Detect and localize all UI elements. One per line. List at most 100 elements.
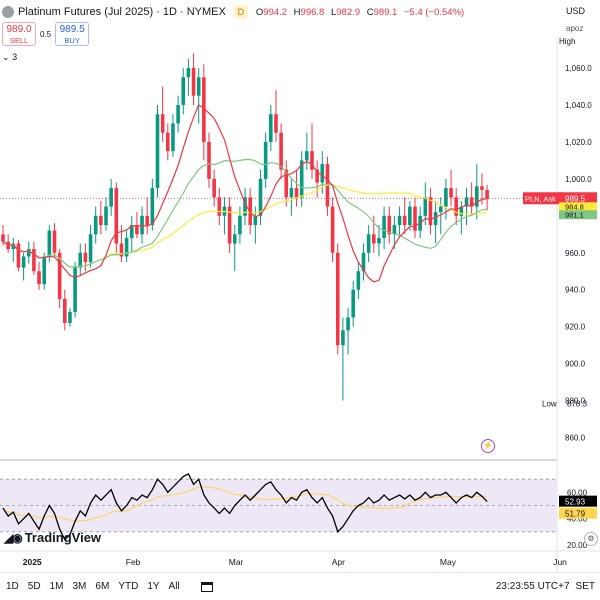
price-tick-label: 960.0 — [565, 249, 586, 258]
ohlc-high-label: H — [293, 6, 301, 18]
price-tag-label: PLN, Ask — [525, 194, 556, 203]
ma-label-bg — [559, 202, 597, 212]
currency-selector[interactable]: USD — [566, 6, 586, 16]
price-tick-label: 940.0 — [565, 286, 586, 295]
time-tick-label: May — [440, 557, 457, 567]
price-tick-label: 860.0 — [565, 434, 586, 443]
calendar-icon[interactable] — [200, 581, 213, 592]
range-1y-button[interactable]: 1Y — [147, 581, 160, 592]
price-tick-label: 880.0 — [565, 397, 586, 406]
price-tick-label: 920.0 — [565, 323, 586, 332]
ma-value-label: 981.1 — [565, 210, 584, 219]
candle-body — [104, 206, 108, 226]
time-tick-label: Feb — [126, 557, 141, 567]
chart-header: Platinum Futures (Jul 2025) · 1D · NYMEX… — [0, 0, 560, 68]
candle-body — [135, 225, 139, 235]
rsi-ma-value-label: 51.79 — [565, 510, 586, 519]
candle-body — [83, 252, 88, 263]
ohlc-close-label: C — [366, 6, 374, 18]
candle-body — [63, 298, 67, 323]
candle-body — [42, 256, 46, 285]
range-ytd-button[interactable]: YTD — [118, 581, 139, 592]
time-tick-label: 2025 — [23, 557, 42, 567]
candle-body — [176, 104, 180, 124]
price-tag-label-bg — [523, 192, 563, 205]
candle-body — [171, 123, 175, 152]
candle-body — [284, 169, 289, 198]
timeframe-badge[interactable]: D — [233, 5, 248, 19]
candle-body — [191, 68, 196, 96]
candle-body — [181, 77, 186, 105]
candle-body — [387, 215, 392, 235]
price-chart[interactable]: 1,060.01,040.01,020.01,000.0980.0960.094… — [0, 0, 600, 572]
tradingview-logo[interactable]: ◢◉ TradingView — [4, 530, 101, 545]
sell-button[interactable]: 989.0 SELL — [2, 22, 36, 46]
candle-body — [73, 267, 77, 312]
symbol-title-row: Platinum Futures (Jul 2025) · 1D · NYMEX… — [2, 4, 468, 20]
chevron-down-icon: ⌄ — [2, 52, 10, 62]
rsi-tick-label: 60.00 — [567, 488, 588, 497]
indicators-count: 3 — [12, 52, 18, 62]
candle-body — [227, 206, 232, 244]
candle-body — [248, 197, 252, 226]
rsi-value-label: 52.93 — [565, 498, 586, 507]
range-5d-button[interactable]: 5D — [27, 581, 41, 592]
candle-body — [1, 234, 5, 242]
candle-body — [47, 230, 52, 257]
price-tick-label: 900.0 — [565, 360, 586, 369]
buy-button[interactable]: 989.5 BUY — [55, 22, 90, 46]
candle-body — [469, 197, 474, 207]
candle-body — [464, 197, 469, 207]
range-all-button[interactable]: All — [168, 581, 180, 592]
candle-body — [124, 237, 129, 257]
range-1m-button[interactable]: 1M — [49, 581, 64, 592]
candle-body — [485, 189, 489, 200]
candle-body — [88, 234, 93, 263]
candle-body — [444, 188, 448, 207]
flash-icon[interactable]: ⚡ — [481, 439, 495, 453]
indicators-toggle[interactable]: ⌄ 3 — [2, 52, 17, 63]
high-label: High — [559, 37, 575, 46]
rsi-ma-value-bg — [559, 507, 597, 519]
candle-body — [480, 186, 484, 190]
candle-body — [372, 234, 376, 244]
candle-body — [438, 206, 443, 213]
candle-body — [212, 178, 216, 198]
range-3m-button[interactable]: 3M — [72, 581, 87, 592]
candle-body — [315, 169, 319, 183]
candle-body — [341, 330, 345, 346]
candle-body — [335, 252, 340, 346]
candle-body — [263, 141, 268, 179]
candle-body — [238, 215, 242, 235]
time-tick-label: Jun — [553, 557, 567, 567]
range-1d-button[interactable]: 1D — [6, 581, 19, 592]
ma-label-bg — [559, 210, 597, 220]
scale-mode[interactable]: apoz — [566, 24, 584, 33]
candle-body — [361, 252, 366, 272]
candle-body — [129, 225, 134, 238]
rsi-tick-label: 20.00 — [567, 541, 588, 550]
symbol-title[interactable]: Platinum Futures (Jul 2025) · 1D · NYMEX — [18, 6, 226, 18]
candle-body — [258, 178, 263, 216]
price-tick-label: 1,060.0 — [565, 64, 592, 73]
candle-body — [99, 215, 103, 226]
symbol-icon — [2, 6, 14, 18]
candle-body — [269, 114, 273, 142]
candle-body — [310, 151, 314, 170]
settings-icon[interactable]: ⚙ — [584, 532, 598, 546]
spread-value: 0.5 — [40, 29, 52, 39]
candle-body — [413, 206, 417, 231]
session-adjust-button[interactable]: SET — [575, 581, 595, 592]
candle-body — [320, 164, 325, 183]
candle-body — [145, 215, 149, 226]
range-6m-button[interactable]: 6M — [95, 581, 110, 592]
candle-body — [408, 206, 412, 226]
candle-body — [274, 114, 278, 133]
candle-body — [57, 252, 62, 299]
price-tag-value-bg — [559, 192, 597, 205]
candle-body — [351, 289, 355, 318]
clock-readout[interactable]: 23:23:55 UTC+7 — [495, 581, 570, 592]
trade-buttons: 989.0 SELL 0.5 989.5 BUY — [2, 22, 90, 46]
candle-body — [114, 188, 119, 244]
candle-body — [78, 252, 83, 268]
